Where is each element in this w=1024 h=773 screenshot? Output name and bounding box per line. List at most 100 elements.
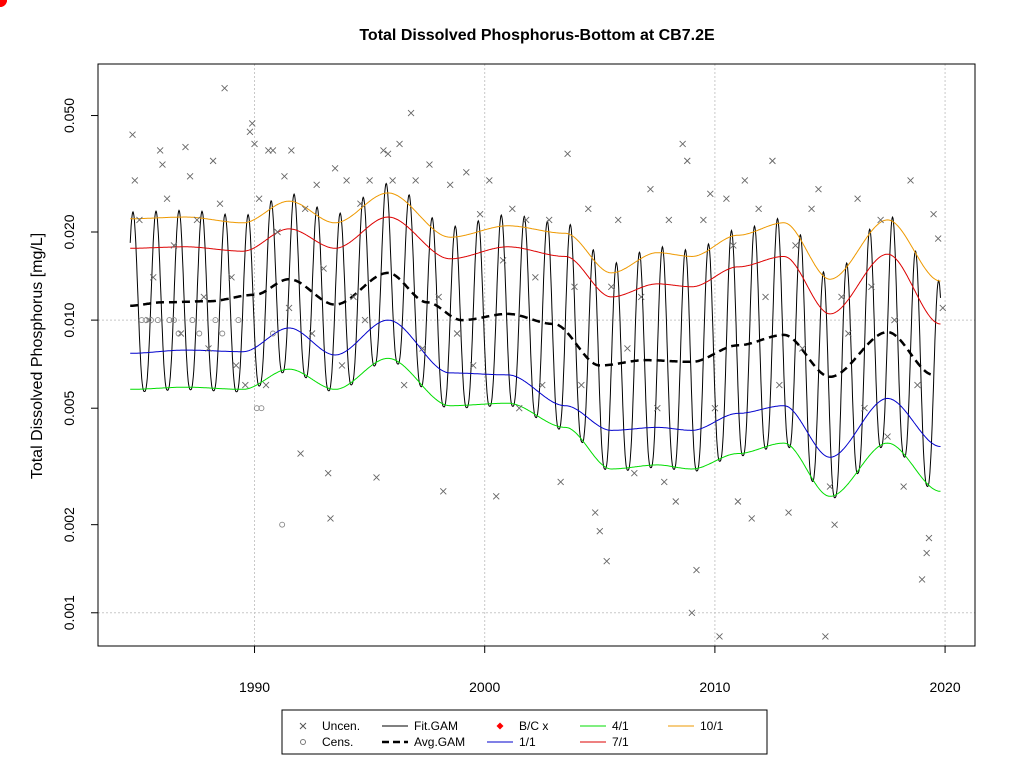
uncensored-point [748, 515, 756, 522]
uncensored-point [762, 293, 769, 301]
series-fit-gam-line [129, 182, 941, 499]
series-7-1-line [130, 216, 941, 325]
uncensored-point [285, 304, 293, 312]
uncensored-point [838, 293, 845, 301]
censored-point [279, 521, 286, 528]
uncensored-point [163, 195, 171, 202]
uncensored-point [868, 283, 875, 291]
series-1-1-line [130, 319, 941, 458]
gridlines [98, 64, 975, 646]
uncensored-point [923, 549, 930, 557]
uncensored-point [338, 362, 346, 369]
uncensored-point [407, 109, 415, 117]
uncensored-point [776, 381, 783, 389]
data-points [129, 84, 947, 640]
uncensored-point [688, 609, 696, 617]
uncensored-point [723, 195, 730, 202]
uncensored-point [343, 177, 350, 184]
uncensored-point [930, 210, 937, 218]
legend: Uncen. Cens. Fit.GAM Avg.GAM B/C x 1/1 4/1 7/1 1… [281, 709, 768, 755]
legend-label: Fit.GAM [414, 719, 458, 733]
uncensored-point [734, 498, 742, 505]
uncensored-point [884, 433, 891, 440]
uncensored-point [308, 330, 316, 337]
y-tick-label: 0.010 [61, 302, 77, 337]
uncensored-point [446, 181, 454, 189]
uncensored-point [301, 205, 309, 213]
uncensored-point [216, 200, 224, 207]
uncensored-point [683, 157, 691, 165]
uncensored-point [891, 316, 898, 324]
uncensored-point [246, 128, 254, 136]
uncensored-point [288, 147, 295, 154]
uncensored-point [907, 177, 914, 184]
uncensored-point [934, 235, 942, 242]
censored-point [258, 405, 265, 412]
uncensored-point [637, 293, 645, 301]
uncensored-point [274, 228, 281, 236]
censored-point [175, 330, 182, 337]
censored-point [212, 317, 219, 324]
uncensored-point [373, 474, 380, 481]
legend-label: 10/1 [700, 719, 724, 733]
y-tick-label: 0.002 [61, 507, 77, 542]
uncensored-point [939, 304, 947, 312]
uncensored-point [631, 469, 638, 477]
series-lines [129, 182, 941, 499]
uncensored-point [654, 404, 661, 412]
uncensored-point [149, 274, 157, 281]
uncensored-point [799, 345, 806, 352]
axes: 1990 2000 2010 2020 0.001 0.002 0.005 0.010 0.02… [61, 98, 961, 695]
uncensored-point [515, 404, 523, 412]
uncensored-point [660, 478, 668, 486]
uncensored-point [607, 283, 615, 291]
series-4-1-line [130, 357, 941, 497]
uncensored-point [255, 195, 263, 202]
uncensored-point [412, 177, 419, 184]
uncensored-point [200, 293, 208, 301]
uncensored-point [545, 216, 553, 224]
uncensored-point [716, 633, 723, 640]
uncensored-point [845, 330, 852, 337]
y-axis-label: Total Dissolved Phosphorus [mg/L] [29, 233, 46, 479]
censored-point [171, 317, 177, 324]
uncensored-point [564, 150, 571, 158]
legend-label: Cens. [322, 735, 353, 749]
y-tick-label: 0.050 [61, 98, 77, 133]
uncensored-point [228, 274, 235, 281]
uncensored-point [693, 566, 700, 574]
x-tick-label: 2010 [699, 679, 730, 695]
uncensored-point [925, 534, 933, 542]
uncensored-point [584, 205, 592, 213]
uncensored-point [729, 242, 737, 249]
series-avg-gam-line [130, 271, 934, 379]
uncensored-point [159, 161, 166, 168]
censored-point [235, 317, 242, 324]
uncensored-point [571, 283, 578, 291]
uncensored-point [522, 216, 530, 224]
uncensored-point [170, 242, 178, 249]
y-tick-label: 0.005 [61, 390, 77, 425]
uncensored-point [361, 316, 369, 324]
uncensored-point [453, 330, 461, 337]
uncensored-point [251, 140, 258, 148]
uncensored-point [918, 576, 926, 583]
uncensored-point [366, 177, 373, 184]
uncensored-point [426, 161, 433, 168]
uncensored-point [624, 345, 631, 352]
legend-label: 4/1 [612, 719, 629, 733]
uncensored-point [281, 172, 288, 180]
uncensored-point [469, 362, 477, 369]
uncensored-point [596, 527, 604, 535]
legend-censored-symbol [300, 739, 306, 745]
uncensored-point [324, 469, 332, 477]
uncensored-point [854, 195, 861, 202]
uncensored-point [320, 265, 327, 272]
chart-title: Total Dissolved Phosphorus-Bottom at CB7… [359, 27, 715, 44]
uncensored-point [538, 381, 546, 389]
uncensored-point [205, 345, 212, 352]
uncensored-point [706, 190, 714, 198]
legend-bc-symbol [496, 722, 504, 730]
legend-box [281, 709, 768, 755]
uncensored-point [241, 381, 249, 389]
